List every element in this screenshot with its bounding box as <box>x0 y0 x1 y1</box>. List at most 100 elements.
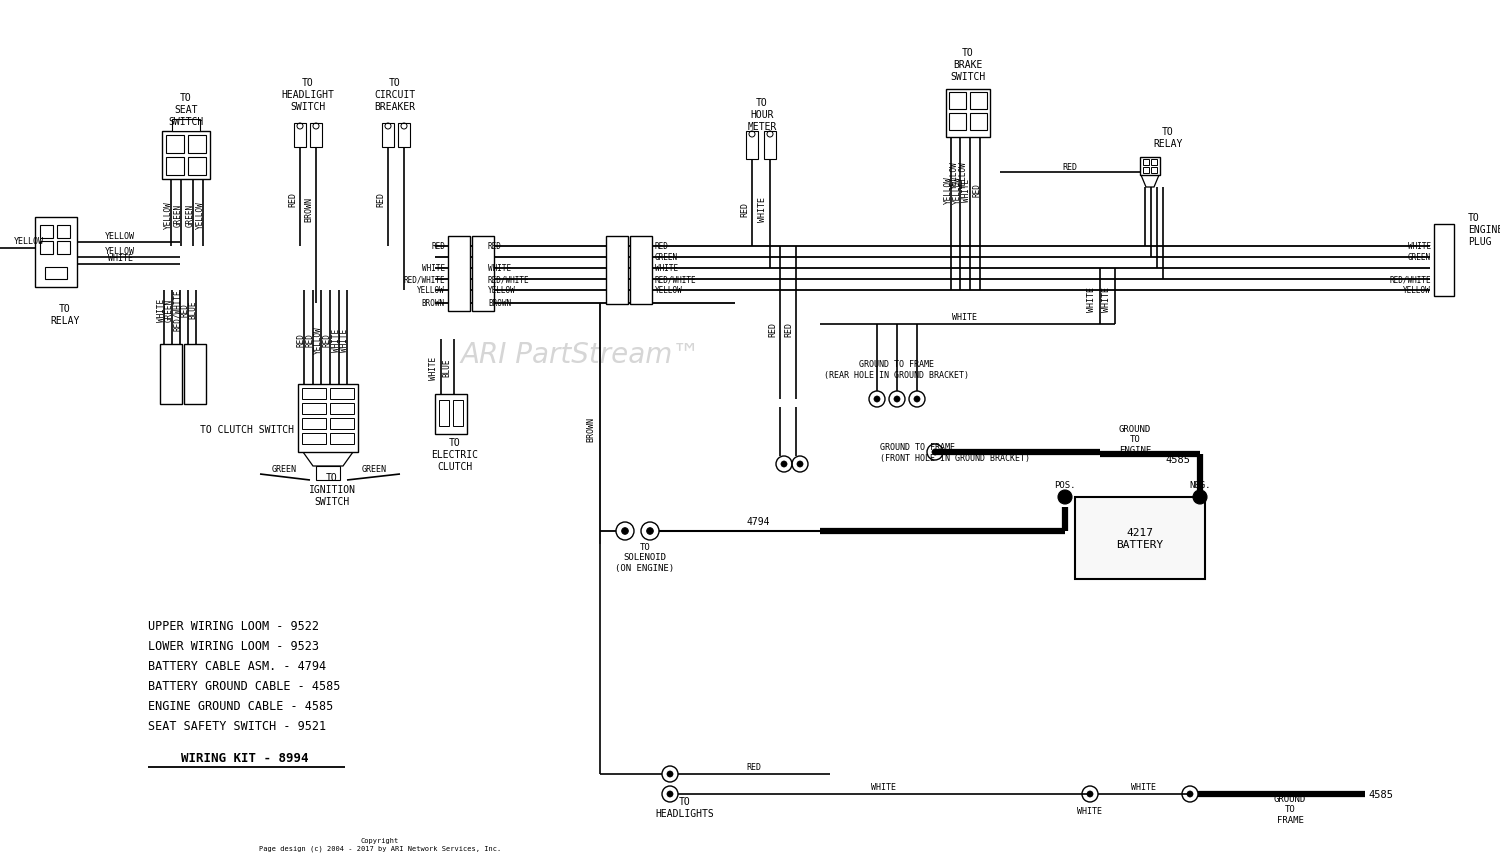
Bar <box>1140 158 1160 176</box>
Text: YELLOW: YELLOW <box>105 247 135 257</box>
Bar <box>57 226 70 238</box>
Text: YELLOW: YELLOW <box>417 286 446 295</box>
Bar <box>1143 160 1149 166</box>
Text: 4585: 4585 <box>1368 789 1394 799</box>
Bar <box>188 136 206 154</box>
Bar <box>970 114 987 131</box>
Text: YELLOW: YELLOW <box>488 286 516 295</box>
Bar <box>453 400 464 426</box>
Bar <box>330 388 354 400</box>
Polygon shape <box>303 453 352 467</box>
Text: WIRING KIT - 8994: WIRING KIT - 8994 <box>182 751 309 764</box>
Text: YELLOW: YELLOW <box>656 286 682 295</box>
Text: ENGINE GROUND CABLE - 4585: ENGINE GROUND CABLE - 4585 <box>148 699 333 712</box>
Text: WHITE: WHITE <box>1077 807 1102 815</box>
Bar <box>382 124 394 148</box>
Bar <box>298 385 358 453</box>
Text: RED: RED <box>1062 163 1077 171</box>
Text: BATTERY GROUND CABLE - 4585: BATTERY GROUND CABLE - 4585 <box>148 679 340 692</box>
Text: YELLOW: YELLOW <box>314 325 322 354</box>
Text: RED: RED <box>741 202 750 217</box>
Text: RED/WHITE: RED/WHITE <box>656 276 696 284</box>
Text: GROUND
TO
ENGINE: GROUND TO ENGINE <box>1119 424 1150 455</box>
Text: GREEN: GREEN <box>174 203 183 226</box>
Text: YELLOW: YELLOW <box>952 176 962 204</box>
Bar <box>746 132 758 160</box>
Circle shape <box>932 449 938 455</box>
Text: BLUE: BLUE <box>442 358 452 377</box>
Text: WHITE: WHITE <box>1131 783 1156 791</box>
Bar <box>1150 168 1156 174</box>
Bar <box>166 158 184 176</box>
Text: NEG.: NEG. <box>1190 481 1210 490</box>
Text: WHITE: WHITE <box>429 356 438 379</box>
Text: ARI PartStream™: ARI PartStream™ <box>460 341 700 369</box>
Text: GREEN: GREEN <box>165 298 174 321</box>
Bar <box>57 242 70 255</box>
Circle shape <box>1058 491 1072 505</box>
Text: YELLOW: YELLOW <box>958 161 968 189</box>
Bar <box>764 132 776 160</box>
Bar <box>1076 498 1204 579</box>
Text: WHITE: WHITE <box>488 264 512 273</box>
Text: TO
RELAY: TO RELAY <box>1154 127 1182 149</box>
Bar <box>448 237 470 312</box>
Text: WHITE: WHITE <box>422 264 446 273</box>
Circle shape <box>914 397 920 403</box>
Text: 4585: 4585 <box>1166 455 1190 464</box>
Bar <box>302 433 326 444</box>
Text: WHITE: WHITE <box>332 328 340 351</box>
Circle shape <box>782 461 788 468</box>
Text: WHITE: WHITE <box>108 254 132 263</box>
Text: YELLOW: YELLOW <box>944 176 952 204</box>
Circle shape <box>1088 791 1094 797</box>
Bar <box>606 237 628 305</box>
Text: POS.: POS. <box>1054 481 1076 490</box>
Text: TO
IGNITION
SWITCH: TO IGNITION SWITCH <box>309 473 356 506</box>
Text: WHITE: WHITE <box>871 783 897 791</box>
Text: RED: RED <box>376 192 386 208</box>
Text: GREEN: GREEN <box>656 253 678 263</box>
Text: YELLOW: YELLOW <box>1402 286 1431 295</box>
Text: Copyright
Page design (c) 2004 - 2017 by ARI Network Services, Inc.: Copyright Page design (c) 2004 - 2017 by… <box>260 838 501 851</box>
Bar <box>184 344 206 405</box>
Text: 4794: 4794 <box>746 517 770 526</box>
Bar <box>970 93 987 110</box>
Text: TO
BRAKE
SWITCH: TO BRAKE SWITCH <box>951 48 986 82</box>
Bar <box>330 433 354 444</box>
Text: RED: RED <box>488 242 502 251</box>
Text: RED: RED <box>784 322 794 338</box>
Bar <box>40 226 53 238</box>
Bar <box>398 124 410 148</box>
Text: TO
HOUR
METER: TO HOUR METER <box>747 98 777 132</box>
Text: TO
HEADLIGHT
SWITCH: TO HEADLIGHT SWITCH <box>282 78 334 111</box>
Text: TO
RELAY: TO RELAY <box>51 304 80 325</box>
Bar <box>1434 225 1454 297</box>
Text: RED: RED <box>430 242 445 251</box>
Text: TO
HEADLIGHTS: TO HEADLIGHTS <box>656 796 714 818</box>
Text: TO
SEAT
SWITCH: TO SEAT SWITCH <box>168 93 204 127</box>
Text: RED: RED <box>768 322 777 338</box>
Bar <box>630 237 652 305</box>
Text: GROUND TO FRAME
(FRONT HOLE IN GROUND BRACKET): GROUND TO FRAME (FRONT HOLE IN GROUND BR… <box>880 443 1031 462</box>
Bar <box>160 344 182 405</box>
Text: BLUE: BLUE <box>189 300 198 319</box>
Text: LOWER WIRING LOOM - 9523: LOWER WIRING LOOM - 9523 <box>148 639 320 653</box>
Text: RED: RED <box>747 763 762 771</box>
Circle shape <box>796 461 802 468</box>
Text: WHITE: WHITE <box>156 298 165 321</box>
Text: GROUND
TO
FRAME: GROUND TO FRAME <box>1274 794 1306 824</box>
Text: BROWN: BROWN <box>304 197 313 222</box>
Bar <box>316 467 340 480</box>
Text: RED: RED <box>180 303 189 317</box>
Bar <box>172 120 200 132</box>
Text: BATTERY CABLE ASM. - 4794: BATTERY CABLE ASM. - 4794 <box>148 660 326 672</box>
Text: WHITE: WHITE <box>759 197 768 222</box>
Text: WHITE: WHITE <box>1088 288 1096 313</box>
Text: BROWN: BROWN <box>422 299 446 308</box>
Bar <box>310 124 322 148</box>
Bar <box>950 93 966 110</box>
Text: GREEN: GREEN <box>186 203 195 226</box>
Text: TO
ELECTRIC
CLUTCH: TO ELECTRIC CLUTCH <box>432 438 478 471</box>
Text: TO
CIRCUIT
BREAKER: TO CIRCUIT BREAKER <box>375 78 416 111</box>
